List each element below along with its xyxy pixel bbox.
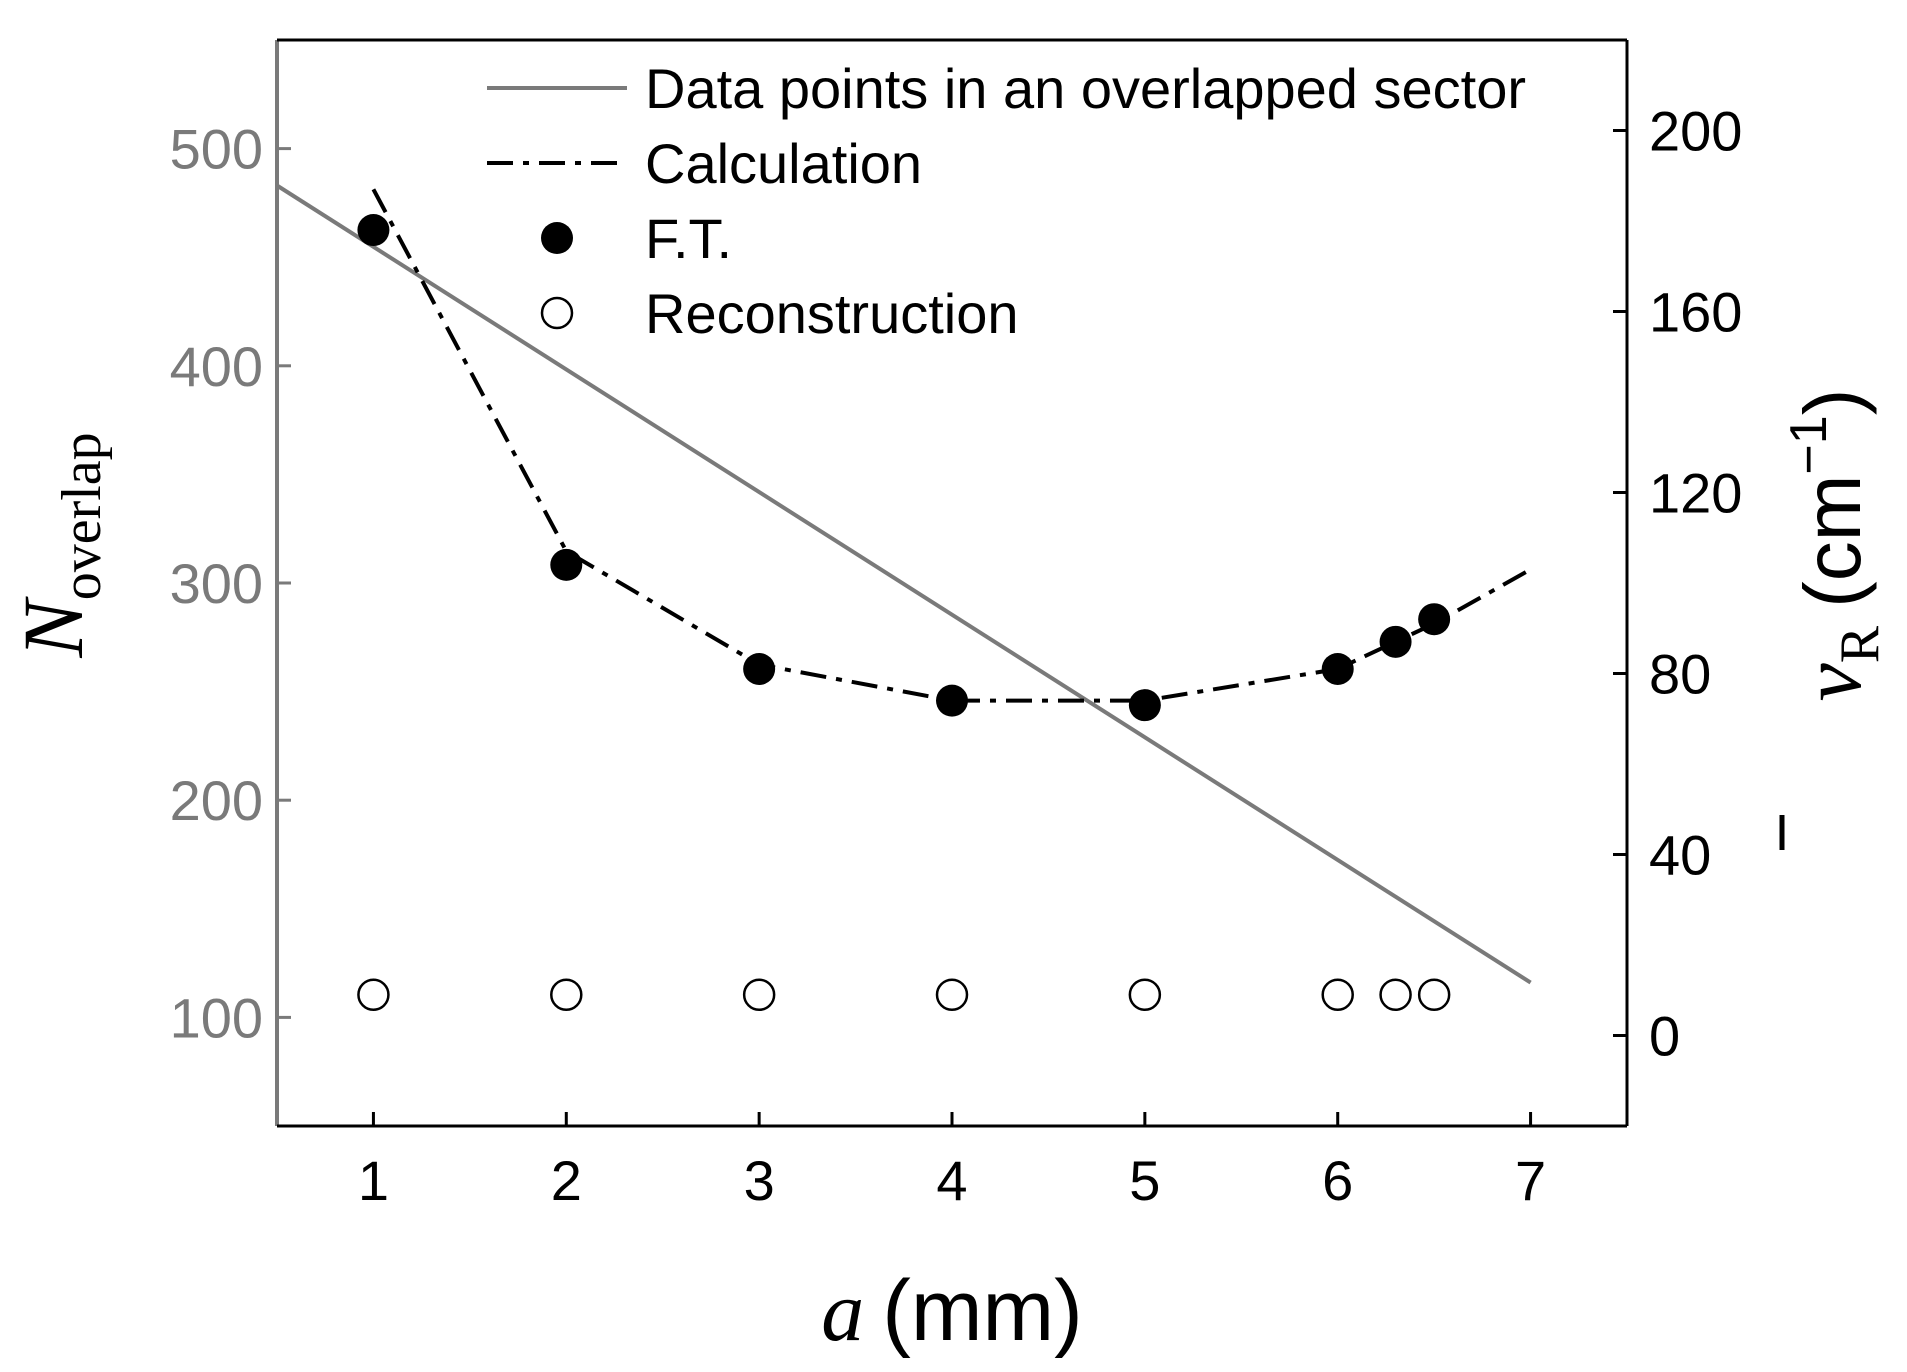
- x-tick-label: 2: [551, 1149, 582, 1212]
- x-tick-label: 7: [1515, 1149, 1546, 1212]
- x-tick-label: 3: [744, 1149, 775, 1212]
- reconstruction-point: [1128, 978, 1162, 1012]
- x-axis-title: a (mm): [821, 1263, 1083, 1359]
- right-y-tick-label: 80: [1649, 643, 1711, 706]
- right-y-tick-label: 200: [1649, 100, 1742, 163]
- left-y-axis-title: Noverlap: [5, 432, 113, 658]
- legend-label-reconstruction: Reconstruction: [645, 282, 1019, 345]
- ft-point: [936, 684, 968, 717]
- x-tick-label: 5: [1129, 1149, 1160, 1212]
- ft-point: [743, 652, 776, 685]
- legend-label-calculation: Calculation: [645, 132, 922, 195]
- left-y-tick-label: 500: [170, 118, 263, 181]
- ft-point: [1418, 603, 1451, 636]
- ft-point: [357, 214, 390, 247]
- left-y-tick-label: 400: [170, 335, 263, 398]
- reconstruction-point: [357, 978, 390, 1012]
- reconstruction-point: [550, 978, 583, 1012]
- left-y-tick-label: 100: [170, 986, 263, 1049]
- legend-marker-reconstruction: [540, 296, 574, 330]
- series-line-data-points: [275, 183, 1532, 985]
- right-y-tick-label: 40: [1649, 824, 1711, 887]
- right-y-tick-label: 120: [1649, 462, 1742, 525]
- ft-point: [550, 548, 583, 581]
- reconstruction-point: [742, 978, 776, 1012]
- svg-text:Noverlap: Noverlap: [5, 432, 113, 658]
- legend-marker-ft: [541, 222, 573, 254]
- right-y-tick-label: 160: [1649, 281, 1742, 344]
- x-tick-label: 1: [358, 1149, 389, 1212]
- ft-point: [1128, 689, 1161, 722]
- reconstruction-point: [1321, 978, 1354, 1012]
- legend: Data points in an overlapped sector Calc…: [487, 57, 1526, 345]
- reconstruction-point: [1417, 978, 1451, 1012]
- right-y-axis-title: vR(cm−1): [1779, 389, 1891, 850]
- ft-point: [1379, 625, 1412, 658]
- left-y-tick-label: 200: [170, 769, 263, 832]
- svg-text:vR(cm−1): vR(cm−1): [1780, 389, 1891, 702]
- reconstruction-point: [1379, 978, 1412, 1012]
- ft-point: [1321, 652, 1354, 685]
- left-y-tick-label: 300: [170, 552, 263, 615]
- x-tick-label: 6: [1322, 1149, 1353, 1212]
- legend-label-ft: F.T.: [645, 207, 732, 270]
- x-tick-label: 4: [936, 1149, 967, 1212]
- series-line-calculation: [371, 188, 1532, 703]
- reconstruction-point: [935, 978, 969, 1012]
- legend-label-data-points: Data points in an overlapped sector: [645, 57, 1526, 120]
- right-y-tick-label: 0: [1649, 1005, 1680, 1068]
